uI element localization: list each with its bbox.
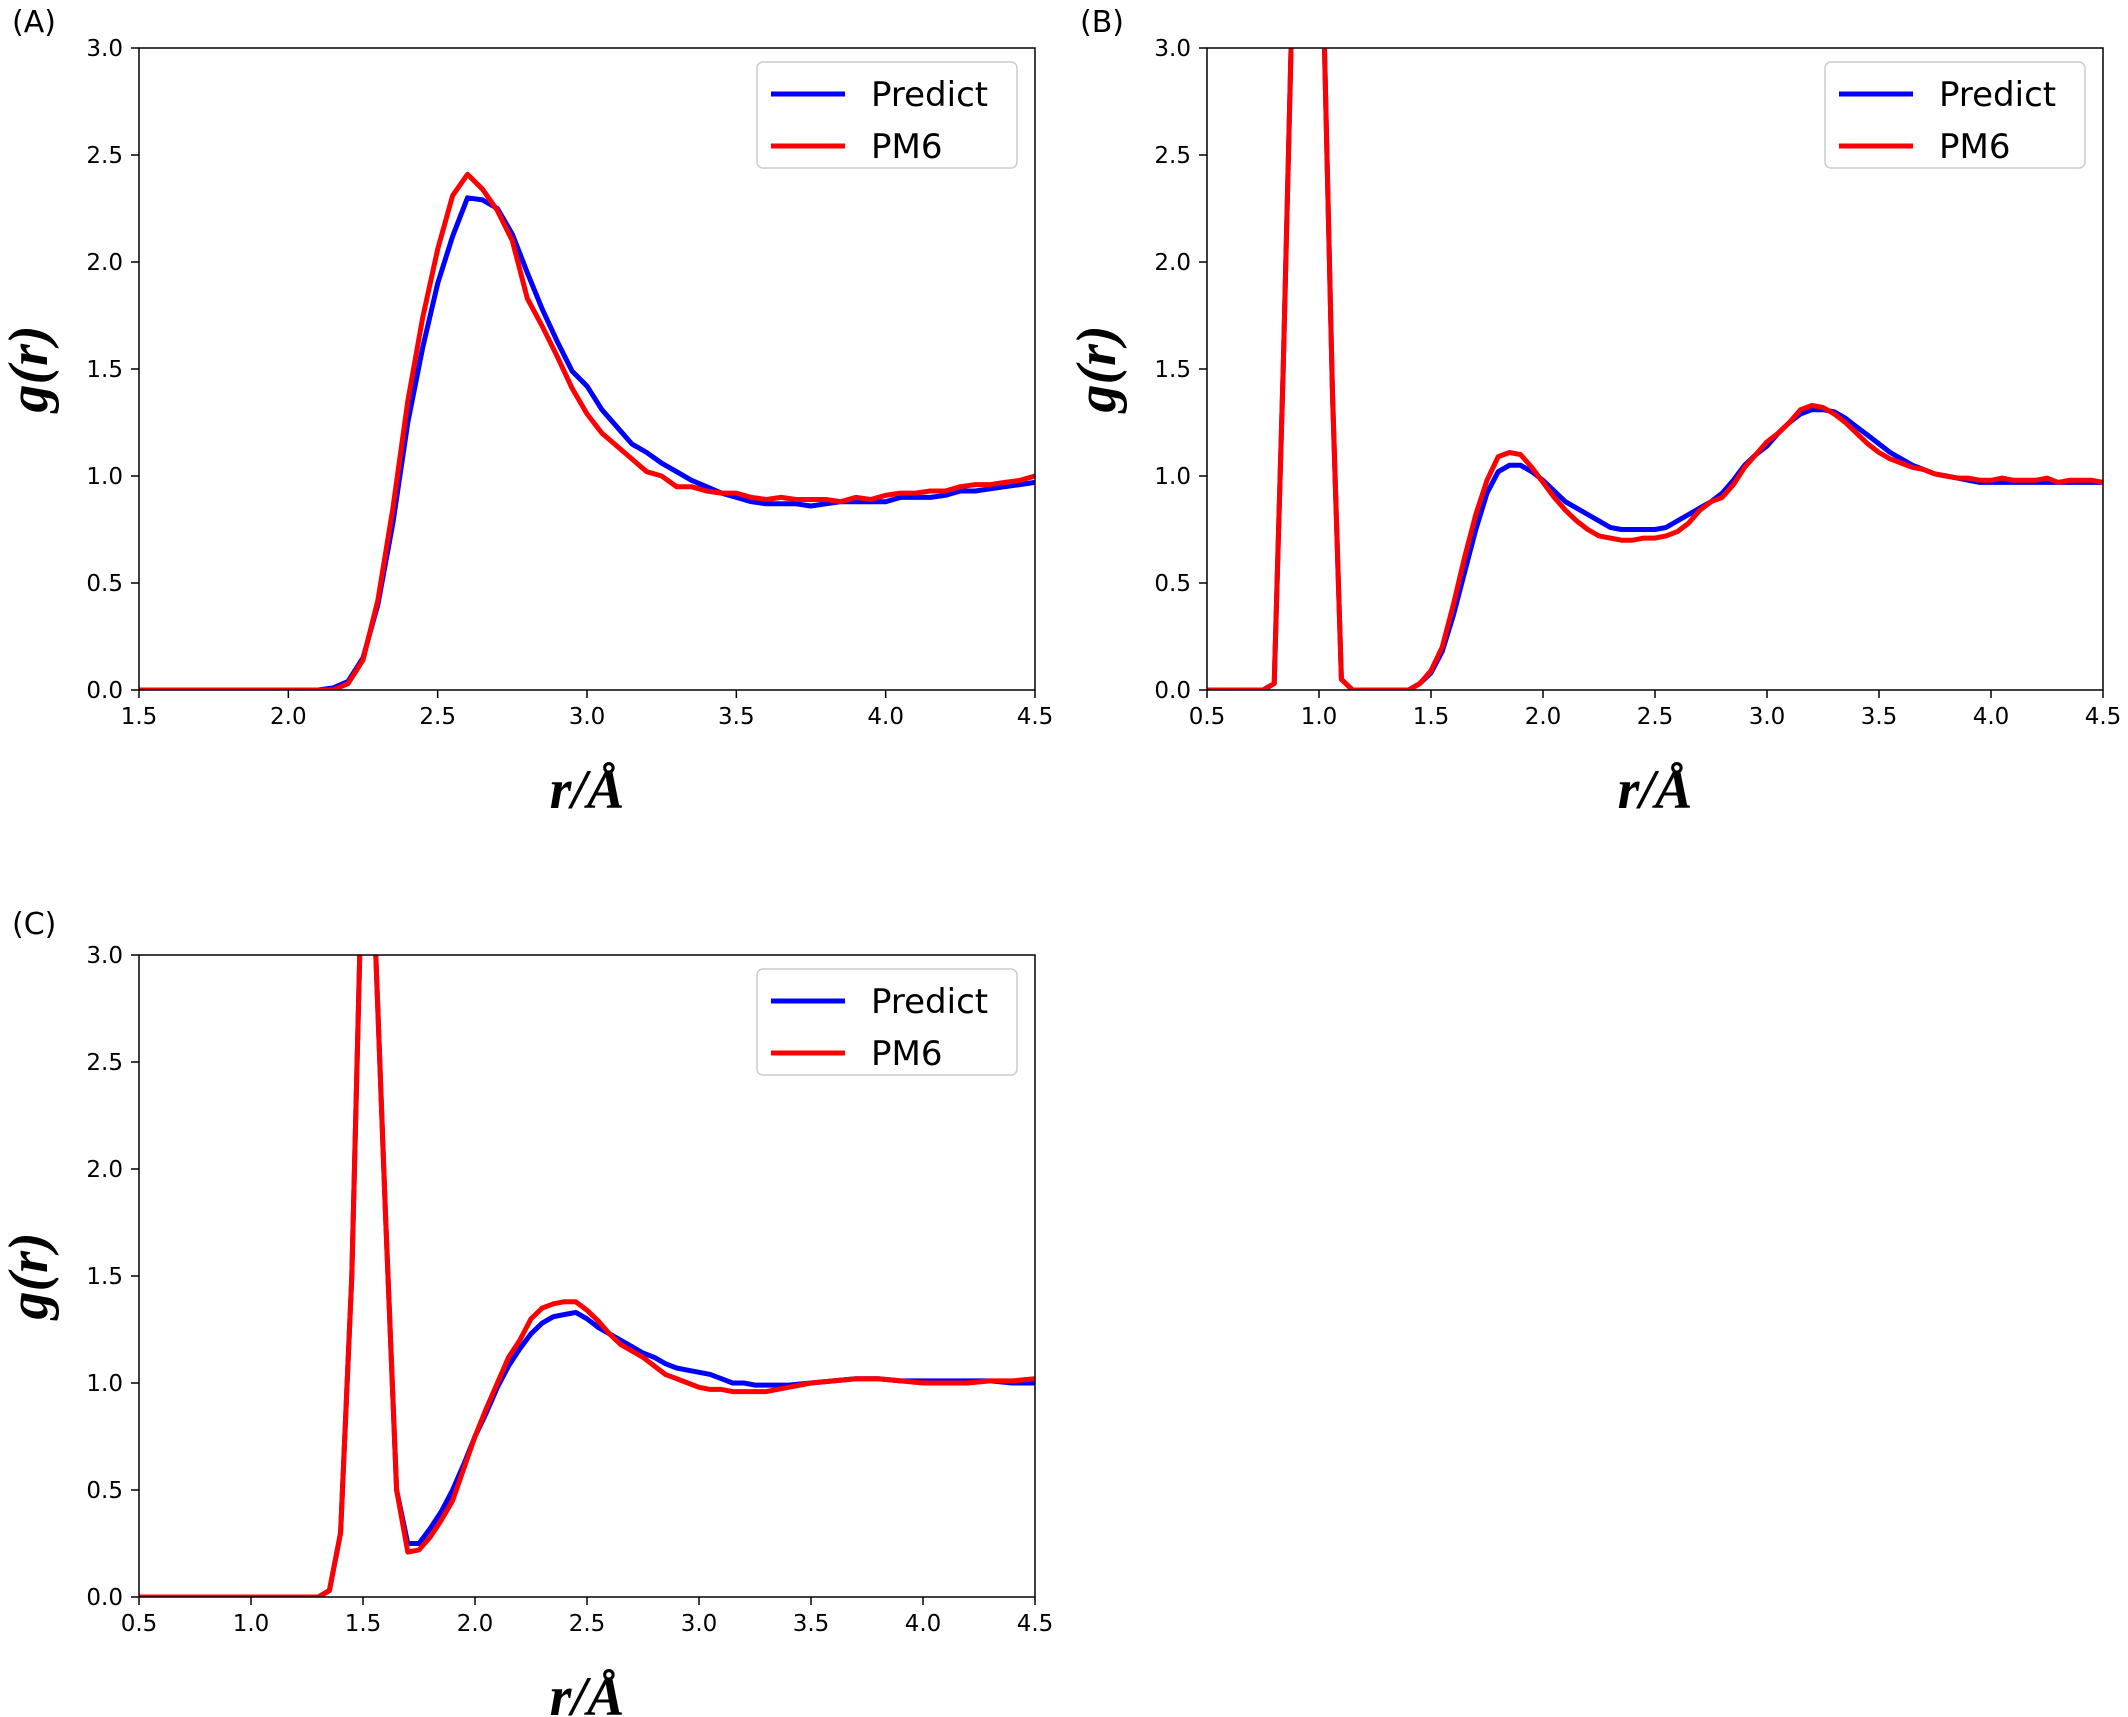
y-tick-label: 2.5 [86,1050,123,1076]
x-axis-label: r/Å [550,1666,625,1717]
legend-box [1824,61,2086,169]
y-axis-label: g(r) [0,325,60,414]
legend: Predict PM6 [1824,61,2086,169]
series-line-predict [139,195,1035,690]
x-tick-label: 0.5 [1189,704,1226,730]
x-tick-label: 1.5 [121,704,158,730]
y-tick-label: 3.0 [1154,36,1191,62]
y-tick-label: 1.0 [86,464,123,490]
chart-panel-2: (B)0.5 1.0 1.5 2.0 2.5 3.0 3.5 4.0 4.50.00.51.01… [1066,5,2121,821]
x-tick-label: 2.0 [457,1611,494,1637]
x-axis-label: r/Å [1618,759,1693,821]
x-tick-label: 1.0 [233,1611,270,1637]
legend-label: PM6 [871,1034,942,1074]
x-tick-label: 2.0 [1525,704,1562,730]
y-tick-label: 0.0 [86,678,123,704]
x-tick-label: 2.5 [419,704,456,730]
y-tick-label: 2.0 [86,1157,123,1183]
y-tick-label: 0.5 [86,1478,123,1504]
x-tick-label: 0.5 [121,1611,158,1637]
y-tick-label: 1.0 [1154,464,1191,490]
y-axis-label: g(r) [0,1232,60,1321]
y-tick-label: 2.5 [86,143,123,169]
x-axis-label: r/Å [550,759,625,821]
y-tick-label: 0.0 [86,1585,123,1611]
legend: Predict PM6 [756,968,1018,1076]
plot-lines [1207,48,2103,690]
series-line-pm6 [139,171,1035,690]
legend-label: Predict [1939,75,2056,115]
panel-label: (B) [1080,5,1124,40]
chart-panel-1: (A) 1.5 2.0 2.5 3.0 3.5 4.0 4.5 0.0 0.5 1.0 1.5 2.0 2… [0,5,1053,821]
y-tick-label: 3.0 [86,943,123,969]
x-tick-label: 4.0 [867,704,904,730]
panel-label: (A) [12,5,56,40]
chart-panel-3: (C)0.5 1.0 1.5 2.0 2.5 3.0 3.5 4.0 4.50.00.51.01… [0,907,1053,1717]
legend-label: PM6 [871,127,942,167]
legend-box [756,968,1018,1076]
x-tick-label: 4.0 [905,1611,942,1637]
legend-label: Predict [871,982,988,1022]
x-tick-label: 3.0 [681,1611,718,1637]
legend-label: Predict [871,75,988,115]
y-axis-label: g(r) [1066,325,1128,414]
x-tick-label: 3.5 [718,704,755,730]
x-tick-label: 2.5 [1637,704,1674,730]
y-tick-label: 2.5 [1154,143,1191,169]
x-tick-label: 2.5 [569,1611,606,1637]
y-tick-label: 0.5 [86,571,123,597]
legend-box [756,61,1018,169]
panel-label: (C) [12,907,56,942]
y-tick-label: 0.5 [1154,571,1191,597]
y-tick-label: 0.0 [1154,678,1191,704]
y-tick-label: 1.5 [86,357,123,383]
x-tick-label: 3.0 [1749,704,1786,730]
x-tick-label: 1.0 [1301,704,1338,730]
y-tick-label: 1.5 [1154,357,1191,383]
y-tick-label: 2.0 [86,250,123,276]
x-tick-label: 4.5 [1017,704,1054,730]
x-tick-label: 1.5 [345,1611,382,1637]
x-tick-label: 4.5 [2085,704,2122,730]
legend: Predict PM6 [756,61,1018,169]
series-line-pm6 [139,955,1035,1597]
y-tick-label: 3.0 [86,36,123,62]
x-tick-label: 4.5 [1017,1611,1054,1637]
x-tick-label: 3.5 [793,1611,830,1637]
y-tick-label: 1.5 [86,1264,123,1290]
y-tick-label: 1.0 [86,1371,123,1397]
plot-lines [139,955,1035,1597]
y-tick-label: 2.0 [1154,250,1191,276]
x-tick-label: 4.0 [1973,704,2010,730]
x-tick-label: 2.0 [270,704,307,730]
plot-lines [139,171,1035,690]
x-tick-label: 1.5 [1413,704,1450,730]
legend-label: PM6 [1939,127,2010,167]
x-tick-label: 3.0 [569,704,606,730]
x-tick-label: 3.5 [1861,704,1898,730]
series-line-pm6 [1207,48,2103,690]
